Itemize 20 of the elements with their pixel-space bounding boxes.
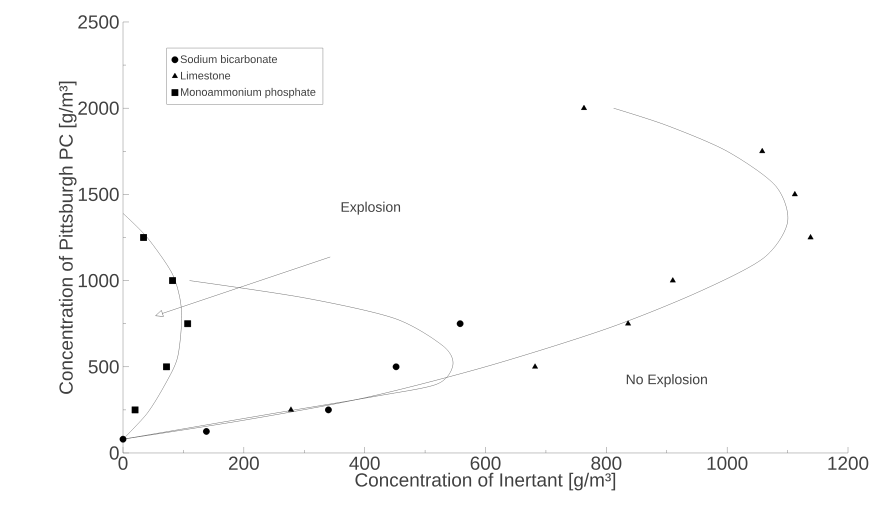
legend-label: Sodium bicarbonate	[180, 55, 278, 64]
x-tick-label: 0	[118, 456, 128, 470]
x-axis-title: Concentration of Inertant [g/m³]	[355, 472, 616, 490]
x-tick-label: 400	[349, 456, 380, 470]
legend-label: Limestone	[181, 71, 230, 80]
x-tick-label: 200	[229, 456, 259, 470]
x-tick-label: 1000	[708, 456, 748, 470]
y-tick-label: 500	[88, 360, 119, 374]
annotation: No Explosion	[626, 374, 707, 388]
annotation: Explosion	[342, 202, 400, 215]
x-tick-label: 800	[591, 456, 622, 470]
y-tick-label: 0	[110, 446, 119, 460]
y-tick-label: 1000	[78, 274, 119, 288]
x-tick-label: 1200	[828, 456, 868, 470]
y-tick-label: 2500	[78, 15, 119, 29]
y-tick-label: 1500	[78, 188, 119, 202]
x-tick-label: 600	[470, 456, 501, 470]
y-tick-label: 2000	[78, 101, 119, 115]
legend-label: Monoammonium phosphate	[181, 88, 316, 98]
y-axis-title: Concentration of Pittsburgh PC [g/m³]	[58, 82, 77, 394]
